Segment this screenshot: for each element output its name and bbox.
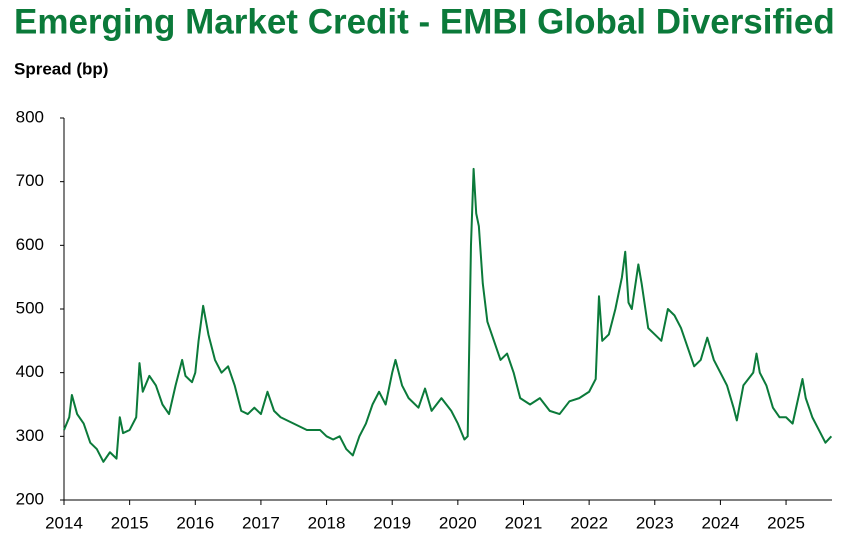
x-tick-label: 2014: [45, 513, 83, 532]
x-tick-label: 2019: [373, 513, 411, 532]
x-tick-label: 2024: [701, 513, 739, 532]
y-axis-label: Spread (bp): [14, 59, 108, 78]
y-tick-label: 700: [16, 171, 44, 190]
y-tick-label: 300: [16, 426, 44, 445]
x-tick-label: 2018: [308, 513, 346, 532]
y-tick-label: 600: [16, 235, 44, 254]
x-tick-label: 2021: [505, 513, 543, 532]
chart-title: Emerging Market Credit - EMBI Global Div…: [14, 2, 835, 41]
x-tick-label: 2023: [636, 513, 674, 532]
x-tick-label: 2015: [111, 513, 149, 532]
y-tick-label: 500: [16, 298, 44, 317]
y-tick-label: 800: [16, 107, 44, 126]
y-tick-label: 400: [16, 362, 44, 381]
x-tick-label: 2016: [176, 513, 214, 532]
x-tick-label: 2017: [242, 513, 280, 532]
y-tick-label: 200: [16, 489, 44, 508]
x-tick-label: 2020: [439, 513, 477, 532]
x-tick-label: 2025: [767, 513, 805, 532]
x-tick-label: 2022: [570, 513, 608, 532]
line-series: [63, 167, 833, 463]
